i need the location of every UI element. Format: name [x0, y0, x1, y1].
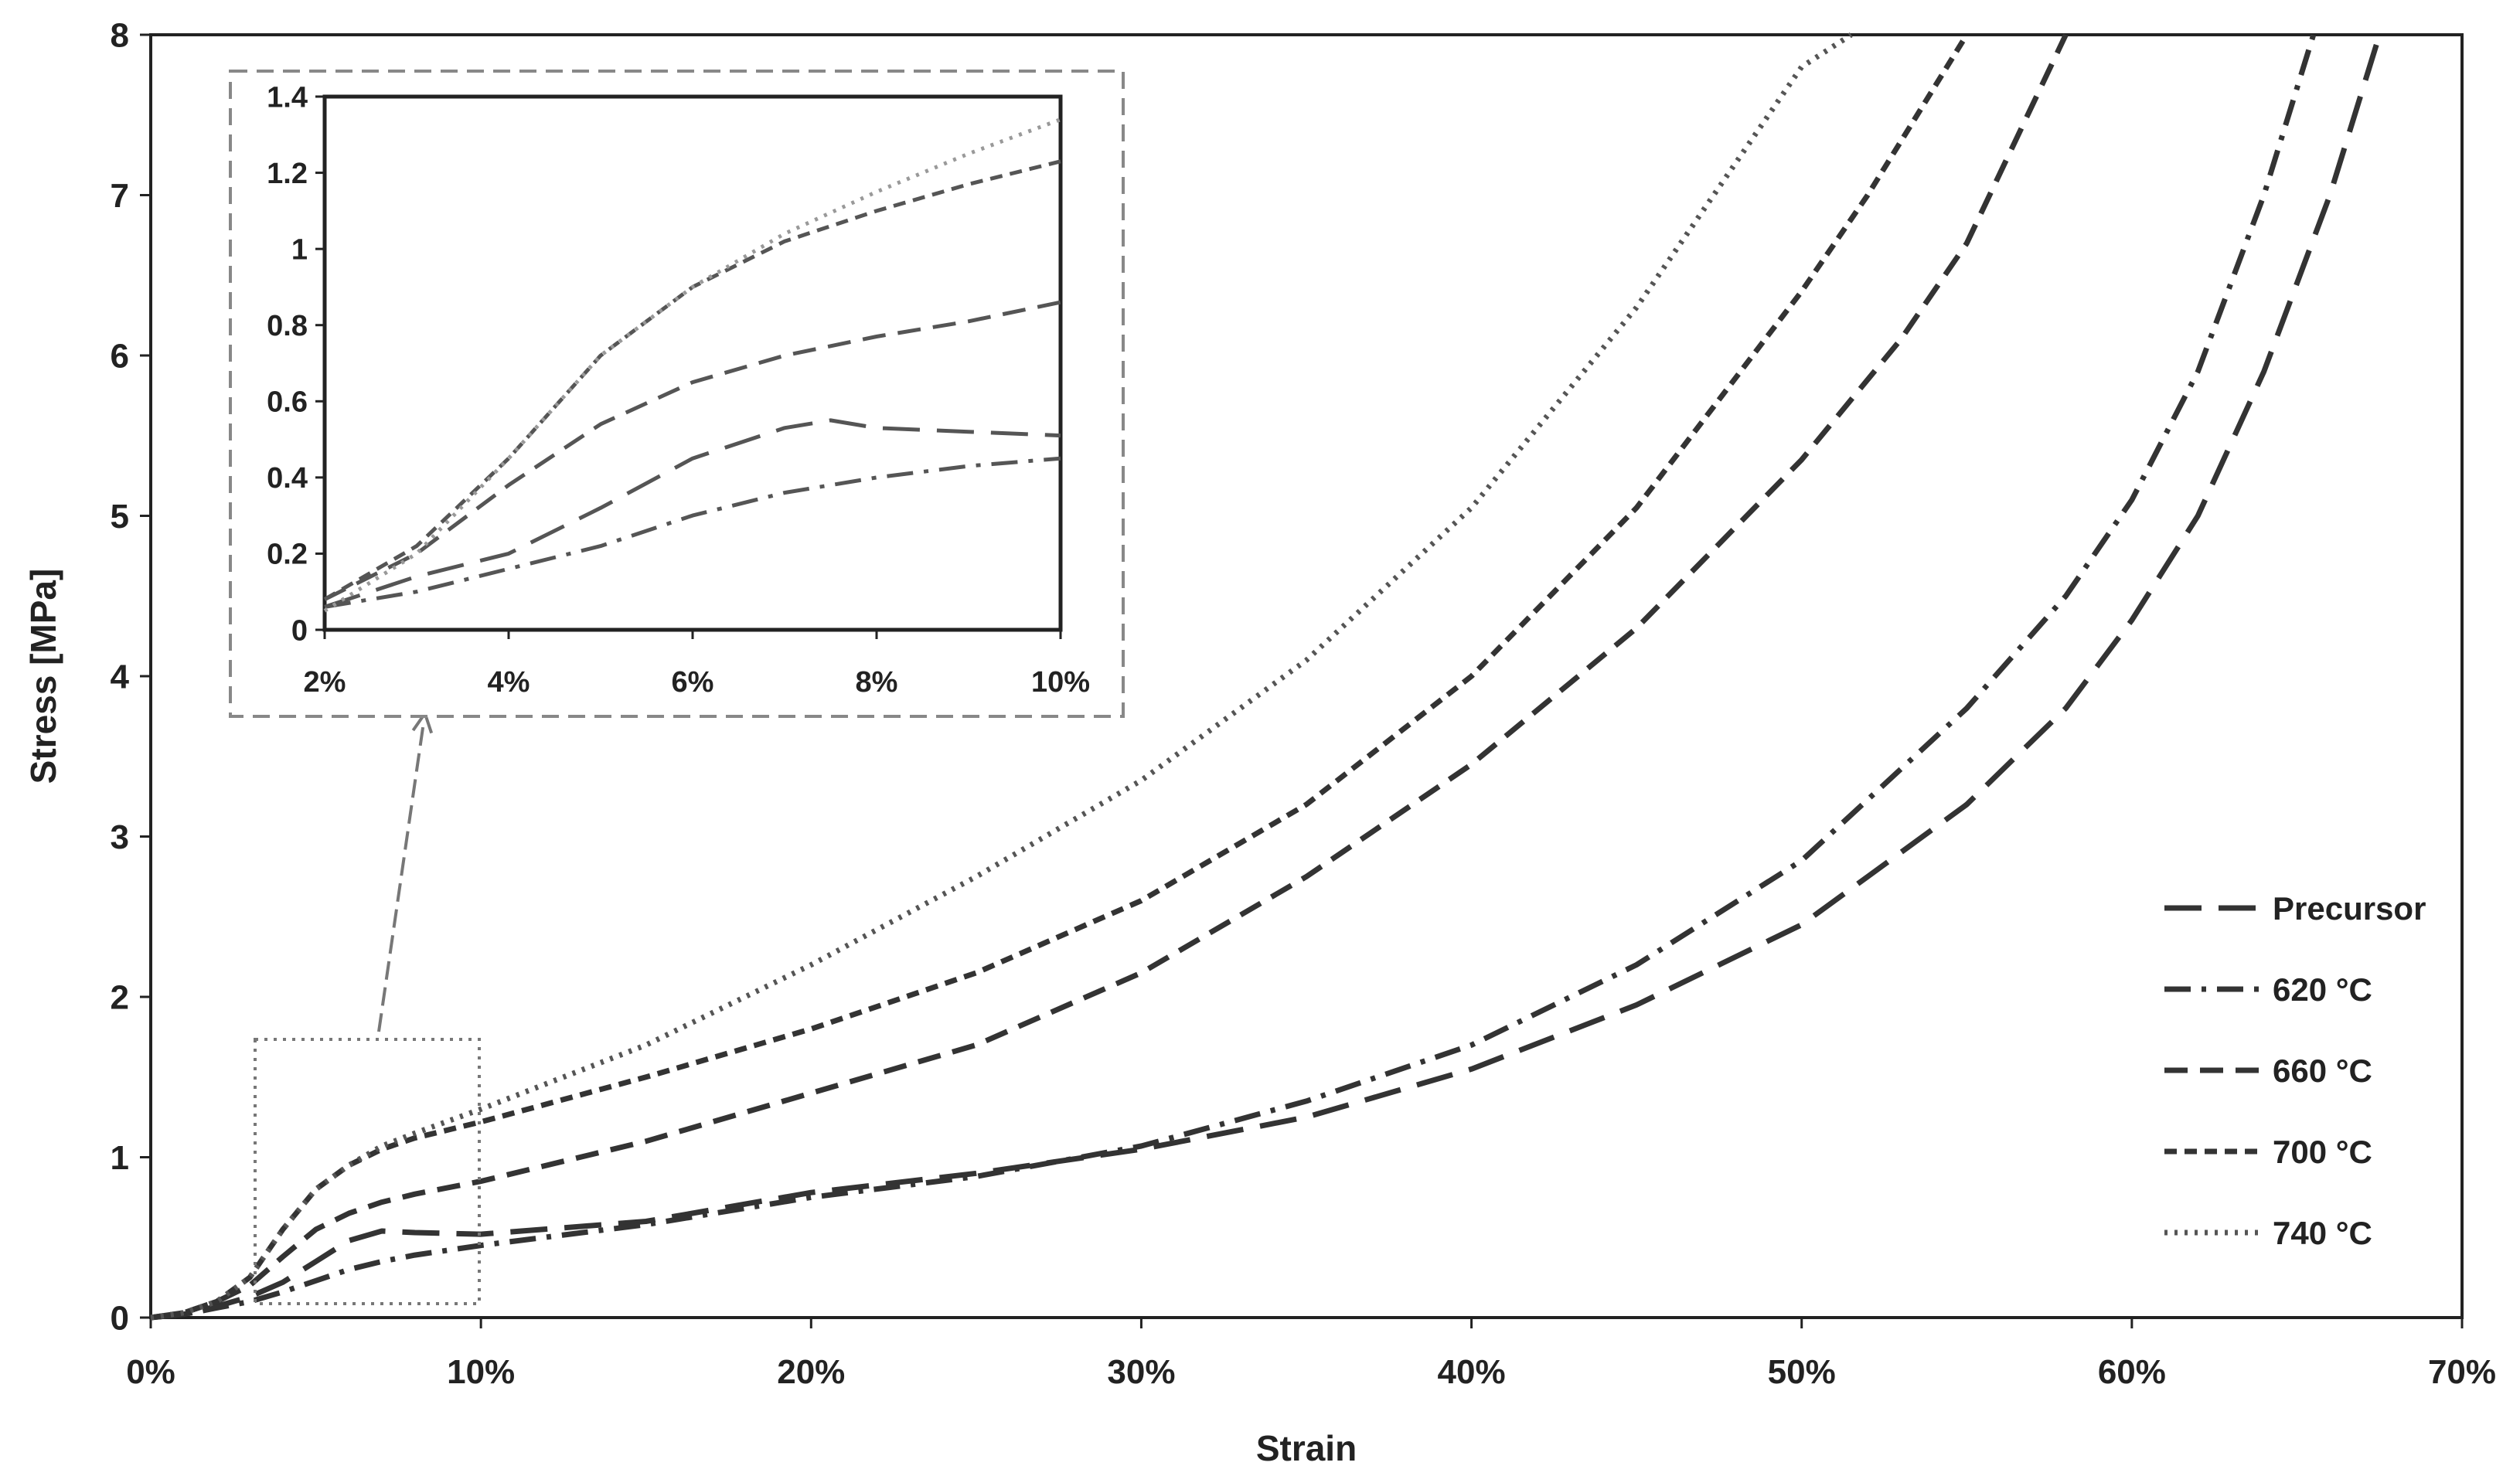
legend-label-4: 740 °C	[2273, 1215, 2372, 1251]
main-x-tick-label: 20%	[777, 1353, 845, 1391]
zoom-region-box	[254, 1038, 481, 1305]
main-y-tick-label: 8	[111, 16, 129, 54]
main-x-tick-label: 10%	[447, 1353, 515, 1391]
inset-y-tick-label: 0	[291, 614, 308, 647]
main-axis-ticks: 0% 10% 20% 30% 40% 50% 60% 70% 0 1 2 3 4 5 6 7 8	[111, 16, 2497, 1391]
legend-label-0: Precursor	[2273, 890, 2426, 927]
main-series-line-2	[150, 33, 2069, 1321]
inset-y-tick-label: 0.8	[267, 310, 308, 342]
inset-y-tick-label: 1.2	[267, 158, 308, 190]
main-y-tick-label: 7	[111, 177, 129, 215]
legend-label-2: 660 °C	[2273, 1053, 2372, 1089]
main-series-group	[150, 32, 2382, 1321]
main-y-tick-label: 3	[111, 818, 129, 856]
main-series-line-1	[150, 33, 2317, 1321]
main-y-tick-label: 0	[111, 1299, 129, 1337]
legend: Precursor 620 °C 660 °C 700 °C 740 °C	[2164, 890, 2426, 1251]
main-y-tick-label: 6	[111, 337, 129, 375]
inset-plot-area	[322, 94, 1063, 632]
inset-x-tick-label: 8%	[856, 666, 898, 699]
inset-axis-ticks: 2% 4% 6% 8% 10% 0 0.2 0.4 0.6 0.8 1 1.2 1.4	[267, 81, 1090, 699]
main-y-tick-label: 2	[111, 978, 129, 1016]
main-x-tick-label: 40%	[1438, 1353, 1506, 1391]
inset-x-tick-label: 10%	[1031, 666, 1090, 699]
inset-series-line-0	[324, 418, 1061, 609]
main-y-tick-label: 4	[111, 658, 130, 695]
main-x-tick-label: 60%	[2098, 1353, 2166, 1391]
main-series-line-0	[150, 33, 2382, 1321]
inset-y-tick-label: 0.4	[267, 462, 308, 495]
inset-y-tick-label: 0.6	[267, 386, 308, 419]
main-series-line-4	[150, 32, 1853, 1321]
inset-x-tick-label: 6%	[672, 666, 714, 699]
inset-series-group	[323, 117, 1061, 613]
inset-x-tick-label: 4%	[488, 666, 530, 699]
inset-series-line-1	[324, 456, 1061, 609]
inset-y-tick-label: 1.4	[267, 81, 308, 114]
inset-x-tick-label: 2%	[304, 666, 346, 699]
main-x-tick-label: 50%	[1768, 1353, 1836, 1391]
y-axis-title: Stress [MPa]	[23, 569, 63, 784]
inset-series-line-4	[323, 117, 1061, 613]
inset-y-tick-label: 1	[291, 233, 308, 266]
main-series-line-3	[150, 33, 1970, 1321]
main-y-tick-label: 5	[111, 498, 129, 536]
main-x-tick-label: 30%	[1107, 1353, 1175, 1391]
inset-series-line-2	[323, 300, 1061, 601]
main-x-tick-label: 70%	[2428, 1353, 2496, 1391]
legend-label-3: 700 °C	[2273, 1134, 2372, 1170]
x-axis-title: Strain	[1256, 1428, 1357, 1468]
legend-label-1: 620 °C	[2273, 971, 2372, 1008]
inset-y-tick-label: 0.2	[267, 539, 308, 571]
main-x-tick-label: 0%	[126, 1353, 175, 1391]
main-y-tick-label: 1	[111, 1139, 129, 1177]
